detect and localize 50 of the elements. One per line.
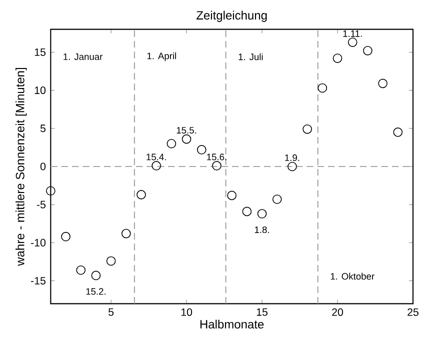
point xyxy=(91,270,101,280)
point xyxy=(257,209,267,218)
point xyxy=(212,161,222,170)
point xyxy=(363,46,372,56)
point xyxy=(61,232,70,242)
annotation: 15.4. xyxy=(146,154,166,160)
point xyxy=(272,194,282,204)
point xyxy=(393,128,403,137)
annotation: 1.8. xyxy=(254,226,269,234)
annotation: 1.11. xyxy=(343,30,362,37)
annotation: 1.9. xyxy=(285,154,300,162)
x-tick-label: 15 xyxy=(256,308,268,316)
ref-line-label: 1. Oktober xyxy=(330,272,374,280)
point xyxy=(136,190,146,200)
y-tick-label: -10 xyxy=(31,238,46,246)
point xyxy=(318,83,328,93)
point xyxy=(196,145,206,154)
x-axis-title: Halbmonate xyxy=(200,320,264,329)
point xyxy=(227,190,236,200)
y-tick-label: -5 xyxy=(36,200,46,208)
y-tick-label: 5 xyxy=(40,124,46,132)
point xyxy=(242,206,252,216)
y-tick-label: 0 xyxy=(40,162,46,170)
x-tick-label: 10 xyxy=(181,308,192,316)
annotation: 15.6. xyxy=(207,154,226,160)
y-tick-label: -15 xyxy=(31,277,46,285)
point xyxy=(182,134,192,144)
point xyxy=(378,78,388,88)
ref-line-label: 1. Juli xyxy=(238,53,263,60)
chart-title: Zeitgleichung xyxy=(196,10,267,22)
point xyxy=(152,161,162,170)
ref-line-label: 1. April xyxy=(147,52,176,62)
annotation: 15.5. xyxy=(176,127,196,134)
point xyxy=(348,38,358,47)
point xyxy=(121,228,131,238)
x-tick-label: 5 xyxy=(108,308,114,316)
point xyxy=(106,256,116,266)
y-tick-label: 15 xyxy=(34,48,46,56)
x-tick-label: 25 xyxy=(408,308,418,316)
point xyxy=(46,186,56,196)
point xyxy=(332,54,342,63)
point xyxy=(288,162,297,172)
annotation: 1. Januar xyxy=(64,54,103,60)
point xyxy=(302,124,312,134)
point xyxy=(76,265,86,275)
y-axis-title: wahre - mittlere Sonnenzeit [Minuten] xyxy=(16,68,27,266)
point xyxy=(166,138,176,148)
y-tick-label: 10 xyxy=(34,86,46,94)
x-tick-label: 20 xyxy=(332,308,344,316)
annotation: 15.2. xyxy=(86,288,106,295)
